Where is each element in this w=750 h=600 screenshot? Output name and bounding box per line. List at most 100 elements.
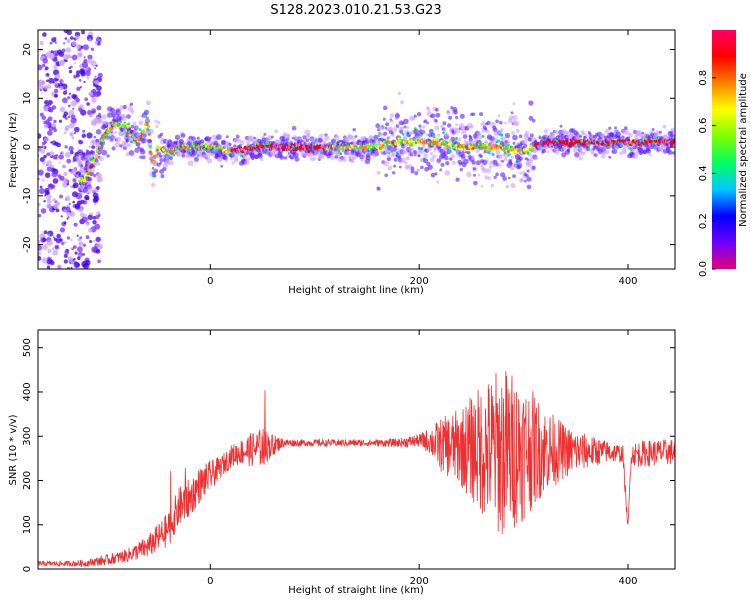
spectrogram-noise-blob (42, 244, 48, 250)
spectrogram-halo-blob (93, 135, 97, 139)
spectrogram-halo-blob (87, 187, 93, 193)
spectrogram-noise-blob (94, 91, 100, 98)
spectrogram-noise-blob (63, 42, 66, 45)
spectrogram-ridge-point (127, 122, 130, 126)
spectrogram-halo-blob (453, 110, 458, 115)
spectrogram-halo-blob (141, 129, 148, 135)
spectrogram-noise-blob (38, 251, 42, 256)
spectrogram-halo-blob (546, 150, 550, 154)
snr-x-label: Height of straight line (km) (288, 585, 424, 596)
spectrogram-noise-blob (71, 54, 78, 61)
spectrogram-halo-blob (208, 139, 211, 142)
spectrogram-halo-blob (253, 136, 256, 140)
spectrogram-halo-blob (469, 124, 474, 129)
spectrogram-noise-blob (47, 183, 54, 190)
spectrogram-halo-blob (306, 133, 311, 138)
spectrogram-noise-blob (94, 223, 101, 230)
spectrogram-halo-blob (471, 157, 475, 160)
spectrogram-ridge-point (432, 135, 436, 139)
spectrogram-halo-blob (315, 153, 318, 156)
spectrogram-noise-blob (91, 108, 97, 114)
spectrogram-halo-blob (157, 151, 162, 155)
spectrogram-noise-blob (85, 223, 88, 226)
spectrogram-halo-blob (99, 140, 106, 146)
spectrogram-halo-blob (159, 132, 164, 137)
spectrogram-noise-blob (88, 228, 93, 233)
spectrogram-noise-blob (38, 64, 43, 71)
spectrogram-halo-blob (260, 158, 264, 162)
spectrogram-halo-blob (132, 121, 137, 126)
spectrogram-halo-blob (384, 173, 389, 178)
spectrogram-halo-blob (523, 143, 528, 148)
spectrogram-ridge-point (396, 143, 400, 147)
spectrogram-halo-blob (303, 141, 307, 145)
spectrogram-noise-blob (87, 58, 93, 64)
spectrogram-halo-blob (463, 139, 467, 143)
spectrogram-noise-blob (61, 241, 65, 245)
spectrogram-halo-blob (435, 112, 441, 118)
spectrogram-halo-blob (488, 165, 493, 169)
spectrogram-noise-blob (45, 119, 50, 124)
spectrogram-halo-blob (369, 135, 374, 139)
spectrogram-ridge-point (130, 140, 133, 144)
spectrogram-noise-blob (85, 235, 90, 240)
spectrogram-halo-blob (512, 141, 516, 145)
spectrogram-noise-blob (44, 194, 47, 197)
spectrogram-noise-blob (75, 37, 79, 41)
spectrogram-halo-blob (500, 172, 506, 178)
y-tick-label: -10 (22, 188, 33, 204)
spectrogram-halo-blob (410, 166, 415, 171)
spectrogram-noise-blob (58, 51, 65, 57)
spectrogram-halo-blob (331, 138, 336, 144)
snr-x-ticks: 0 200 400 (207, 330, 638, 587)
spectrogram-halo-blob (416, 112, 422, 117)
spectrogram-noise-blob (42, 32, 47, 37)
spectrogram-ridge-point (500, 133, 504, 137)
spectrogram-halo-blob (148, 128, 154, 134)
spectrogram-halo-blob (429, 151, 433, 156)
spectrogram-halo-blob (418, 124, 422, 128)
spectrogram-halo-blob (354, 135, 358, 138)
spectrogram-halo-blob (485, 129, 490, 134)
spectrogram-noise-blob (43, 140, 47, 144)
spectrogram-halo-blob (443, 131, 449, 137)
spectrogram-halo-blob (119, 144, 123, 148)
spectrogram-halo-blob (101, 149, 108, 156)
x-tick-label: 200 (410, 276, 429, 287)
spectrogram-noise-blob (71, 136, 75, 140)
snr-frame (37, 329, 676, 570)
spectrogram-halo-blob (423, 153, 428, 159)
spectrogram-halo-blob (590, 151, 595, 156)
spectrogram-halo-blob (563, 146, 568, 151)
spectrogram-noise-blob (76, 70, 80, 75)
spectrogram-halo-blob (293, 152, 299, 158)
spectrogram-halo-blob (398, 165, 402, 169)
spectrogram-noise-blob (60, 215, 63, 218)
spectrogram-noise-blob (53, 119, 57, 124)
spectrogram-halo-blob (393, 164, 397, 168)
spectrogram-noise-blob (70, 114, 76, 120)
spectrogram-halo-blob (499, 154, 503, 157)
spectrogram-noise-blob (97, 72, 103, 78)
spectrogram-noise-blob (63, 165, 66, 169)
spectrogram-halo-blob (84, 164, 88, 168)
spectrogram-noise-blob (88, 145, 91, 149)
spectrogram-noise-blob (85, 71, 91, 77)
spectrogram-halo-blob (93, 173, 97, 178)
spectrogram-halo-blob (672, 151, 675, 155)
spectrogram-halo-blob (382, 105, 388, 111)
spectrogram-halo-blob (374, 150, 380, 156)
spectrogram-noise-blob (67, 256, 74, 262)
spectrogram-halo-blob (130, 124, 135, 129)
spectrogram-halo-blob (604, 149, 610, 155)
x-tick-label: 400 (618, 276, 637, 287)
spectrogram-noise-blob (60, 152, 63, 155)
spectrogram-noise-blob (76, 158, 81, 164)
spectrogram-halo-blob (641, 131, 645, 135)
spectrogram-halo-blob (443, 147, 448, 152)
spectrogram-halo-blob (106, 135, 111, 140)
spectrogram-noise-blob (64, 145, 68, 149)
spectrogram-noise-blob (79, 79, 82, 82)
spectrogram-noise-blob (96, 105, 102, 111)
spectrogram-halo-blob (526, 161, 532, 168)
